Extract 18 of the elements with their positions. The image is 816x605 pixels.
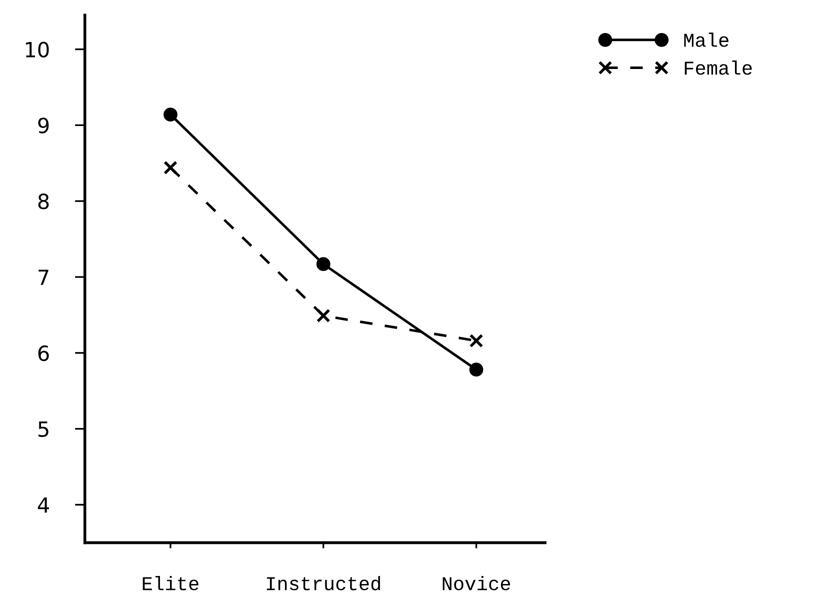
y-tick-label: 9 — [38, 118, 49, 134]
y-tick-label: 4 — [38, 497, 49, 513]
point — [316, 308, 330, 323]
legend-label: Female — [684, 60, 752, 75]
point — [469, 334, 484, 348]
point — [164, 108, 178, 122]
point — [316, 257, 330, 272]
point — [164, 160, 178, 175]
x-tick-label: Elite — [142, 576, 198, 590]
x-tick-label: Novice — [442, 576, 510, 590]
point — [469, 362, 484, 377]
y-tick-label: 6 — [38, 345, 49, 362]
legend-label: Male — [684, 32, 728, 47]
y-tick-label: 10 — [26, 42, 49, 58]
y-tick-label: 5 — [38, 422, 48, 438]
y-tick-label: 8 — [38, 194, 49, 210]
x-tick-label: Instructed — [266, 576, 380, 590]
y-tick-label: 7 — [38, 270, 48, 285]
